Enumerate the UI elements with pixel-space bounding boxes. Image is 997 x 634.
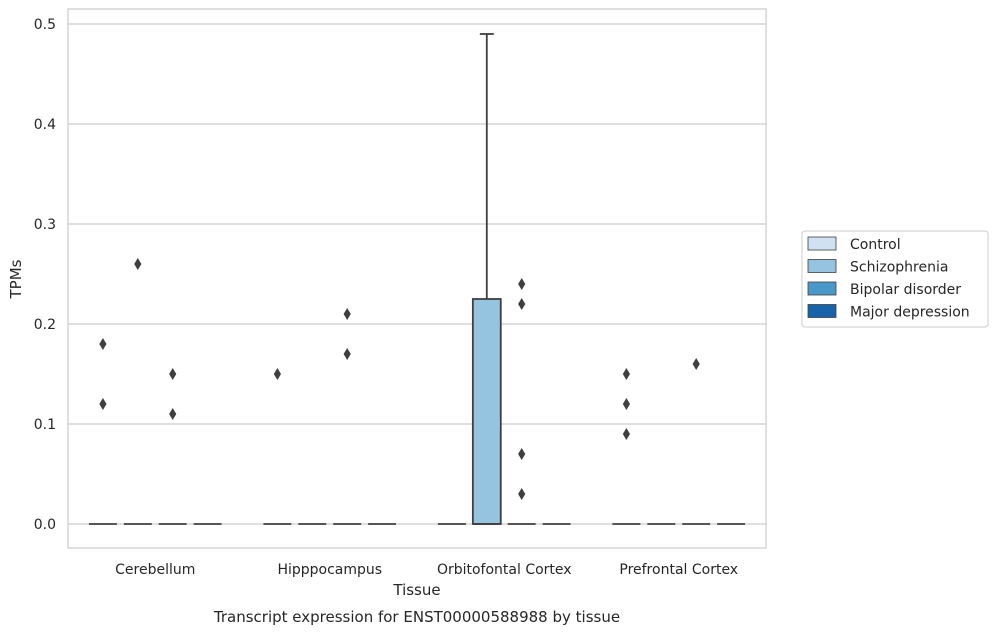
y-tick-label: 0.5: [34, 17, 56, 33]
legend-swatch: [807, 259, 837, 273]
legend: Control Schizophrenia Bipolar disorder Majo…: [801, 230, 989, 328]
box-control: [263, 368, 292, 525]
outlier-point: [692, 358, 700, 370]
outlier-point: [169, 368, 177, 380]
outlier-point: [622, 428, 630, 440]
box-control: [88, 338, 117, 525]
y-tick-label: 0.0: [34, 517, 56, 533]
box-control: [612, 368, 641, 525]
box-body: [471, 298, 502, 525]
outlier-point: [518, 278, 526, 290]
box-bipolar-disorder: [158, 368, 187, 525]
y-tick-labels: 0.0 0.1 0.2 0.3 0.4 0.5: [34, 17, 56, 533]
outlier-point: [273, 368, 281, 380]
x-axis-label: Tissue: [392, 581, 440, 599]
legend-label: Control: [850, 237, 901, 253]
y-tick-label: 0.4: [34, 117, 56, 133]
legend-label: Bipolar disorder: [850, 282, 961, 298]
legend-swatch: [807, 236, 837, 251]
legend-swatch: [807, 281, 837, 296]
outlier-point: [622, 398, 630, 410]
x-tick-label: Orbitofontal Cortex: [437, 562, 572, 578]
x-tick-label: Cerebellum: [115, 562, 195, 578]
legend-frame: [801, 230, 989, 328]
box-schizophrenia: [471, 33, 502, 525]
outlier-point: [343, 308, 351, 320]
chart-caption: Transcript expression for ENST0000058898…: [213, 608, 620, 626]
outlier-point: [518, 488, 526, 500]
outlier-point: [99, 398, 107, 410]
outlier-point: [518, 448, 526, 460]
legend-label: Major depression: [850, 305, 970, 321]
outlier-point: [622, 368, 630, 380]
y-tick-label: 0.1: [34, 417, 56, 433]
y-axis-label: TPMs: [7, 259, 25, 299]
plot-frame: [67, 8, 767, 549]
legend-swatch: [807, 304, 837, 318]
legend-label: Schizophrenia: [850, 260, 948, 276]
legend-items: Control Schizophrenia Bipolar disorder Majo…: [807, 236, 970, 321]
outlier-point: [518, 298, 526, 310]
box-bipolar-disorder: [507, 278, 536, 525]
x-tick-labels: Cerebellum Hipppocampus Orbitofontal Corte…: [115, 562, 738, 578]
outlier-point: [343, 348, 351, 360]
outlier-point: [134, 258, 142, 270]
box-bipolar-disorder: [682, 358, 711, 525]
box-series: [88, 33, 746, 525]
outlier-point: [99, 338, 107, 350]
outlier-point: [169, 408, 177, 420]
y-tick-label: 0.2: [34, 317, 56, 333]
box-schizophrenia: [123, 258, 152, 525]
box-bipolar-disorder: [333, 308, 362, 525]
x-tick-label: Prefrontal Cortex: [619, 562, 738, 578]
y-tick-label: 0.3: [34, 217, 56, 233]
x-tick-label: Hipppocampus: [277, 562, 382, 578]
